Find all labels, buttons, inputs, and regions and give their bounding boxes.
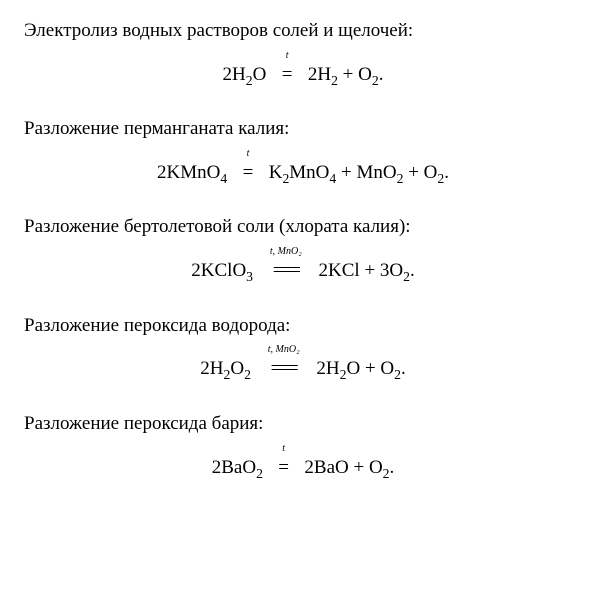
equation-0: 2H2O t = 2H2 + O2. xyxy=(24,62,582,89)
reaction-condition: t xyxy=(282,444,285,454)
equation-lhs: 2KClO3 xyxy=(191,260,253,281)
equation-3: 2H2O2 t, MnO₂ === 2H2O + O2. xyxy=(24,356,582,383)
equals-sign: t = xyxy=(274,455,294,482)
reaction-condition: t xyxy=(286,51,289,61)
section-heading-0: Электролиз водных растворов солей и щело… xyxy=(24,18,582,44)
equals-sign: t = xyxy=(238,160,258,187)
equals-sign: t = xyxy=(277,62,297,89)
page: Электролиз водных растворов солей и щело… xyxy=(0,0,606,527)
equation-lhs: 2KMnO4 xyxy=(157,162,227,183)
equation-4: 2BaO2 t = 2BaO + O2. xyxy=(24,455,582,482)
equals-sign: t, MnO₂ === xyxy=(262,356,306,383)
reaction-condition: t, MnO₂ xyxy=(270,247,302,257)
equation-rhs: K2MnO4 + MnO2 + O2. xyxy=(269,162,449,183)
equals-sign: t, MnO₂ === xyxy=(264,258,308,285)
reaction-condition: t xyxy=(247,149,250,159)
equation-lhs: 2H2O xyxy=(223,64,267,85)
section-heading-1: Разложение перманганата калия: xyxy=(24,116,582,142)
reaction-condition: t, MnO₂ xyxy=(268,345,300,355)
section-heading-2: Разложение бертолетовой соли (хлората ка… xyxy=(24,214,582,240)
equation-1: 2KMnO4 t = K2MnO4 + MnO2 + O2. xyxy=(24,160,582,187)
equation-rhs: 2H2O + O2. xyxy=(316,358,405,379)
equation-2: 2KClO3 t, MnO₂ === 2KCl + 3O2. xyxy=(24,258,582,285)
equation-rhs: 2H2 + O2. xyxy=(308,64,384,85)
equation-rhs: 2KCl + 3O2. xyxy=(319,260,415,281)
equation-lhs: 2BaO2 xyxy=(212,457,263,478)
section-heading-3: Разложение пероксида водорода: xyxy=(24,313,582,339)
section-heading-4: Разложение пероксида бария: xyxy=(24,411,582,437)
equation-lhs: 2H2O2 xyxy=(200,358,251,379)
equation-rhs: 2BaO + O2. xyxy=(304,457,394,478)
